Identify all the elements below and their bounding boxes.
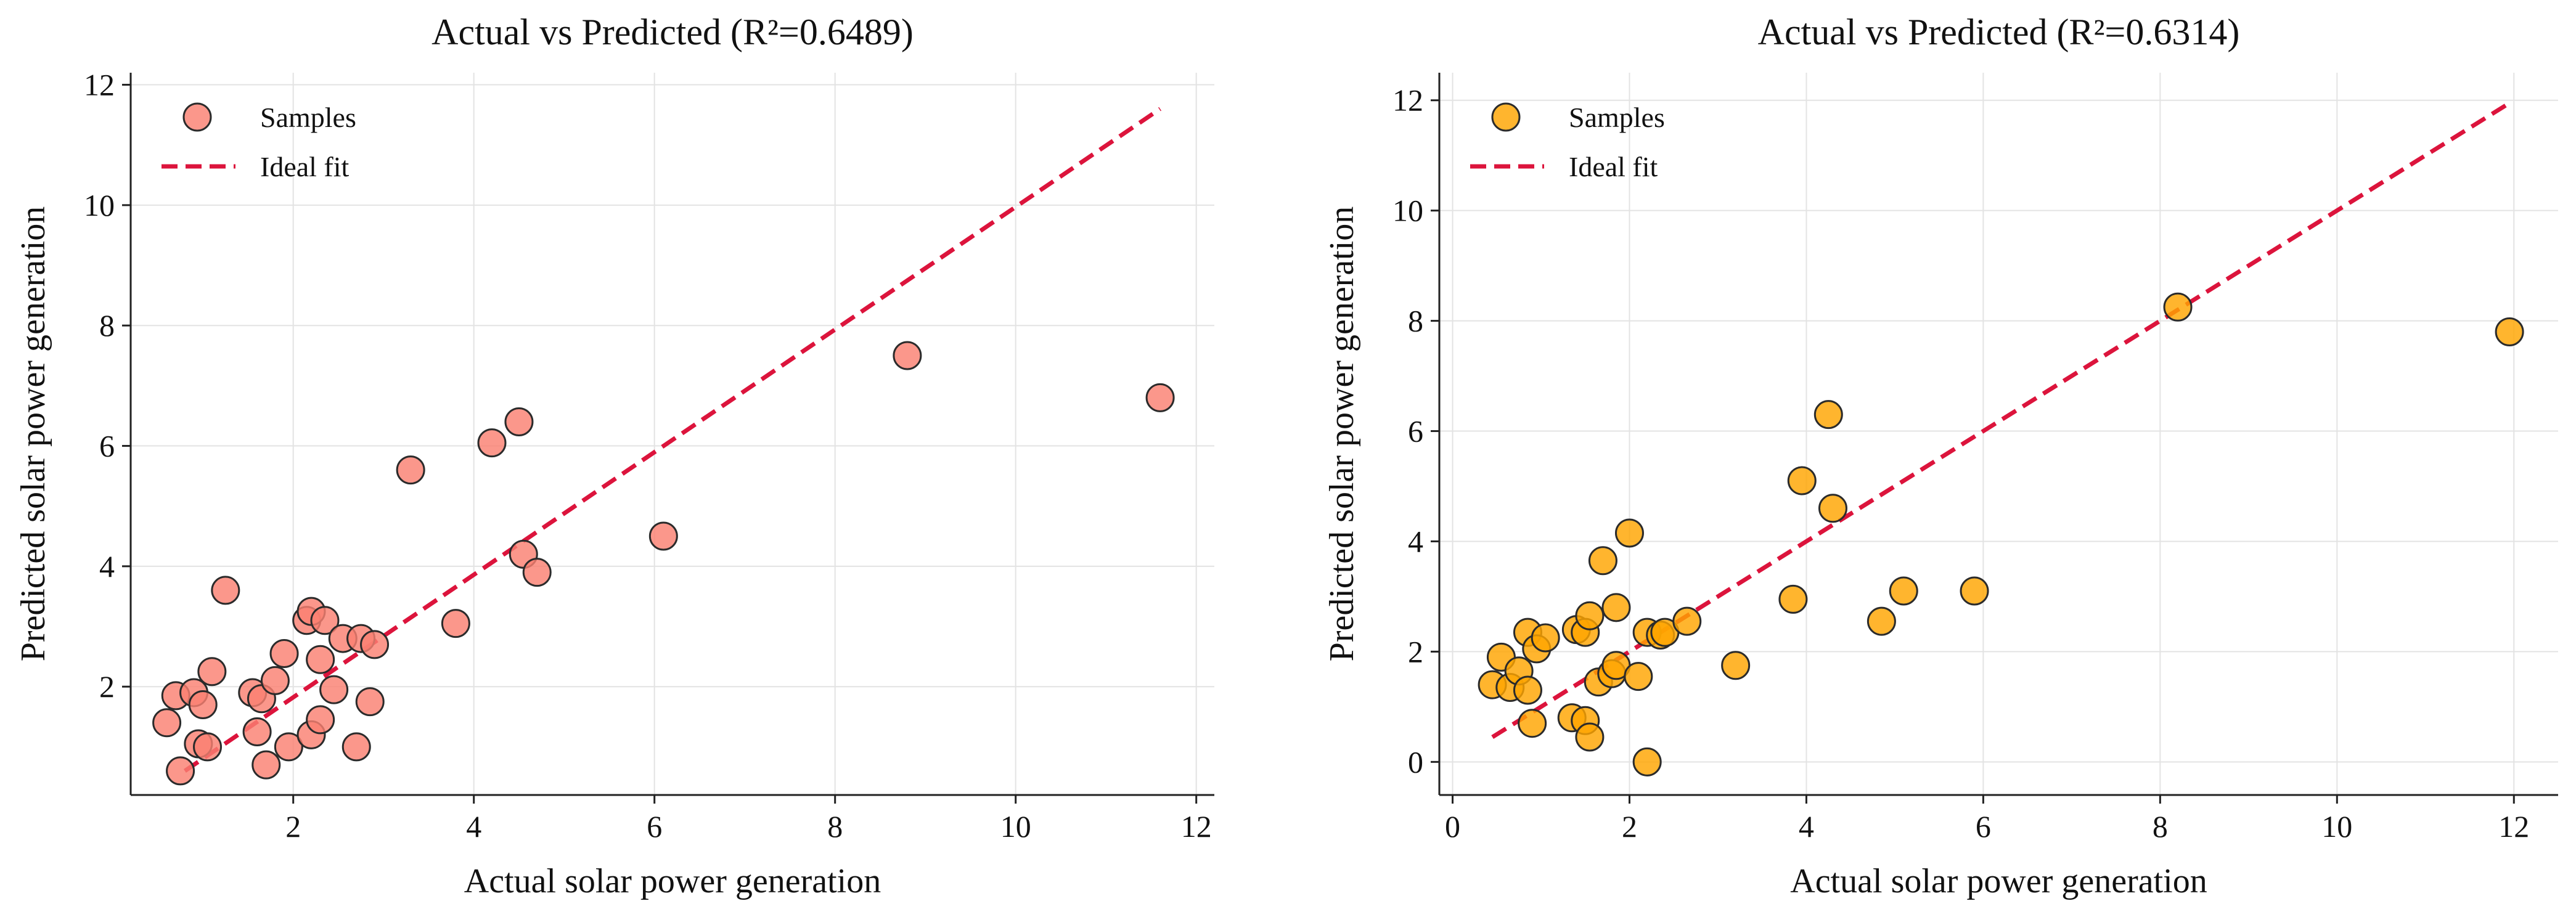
y-tick-label: 6 xyxy=(99,429,115,463)
legend-label-samples: Samples xyxy=(260,102,356,133)
sample-point xyxy=(193,732,223,762)
y-tick-label: 10 xyxy=(1392,194,1423,228)
x-axis-label: Actual solar power generation xyxy=(464,862,881,900)
sample-point xyxy=(1960,576,1989,606)
chart-title: Actual vs Predicted (R²=0.6314) xyxy=(1758,12,2240,52)
sample-point xyxy=(1513,675,1542,705)
sample-point xyxy=(269,638,299,668)
sample-point xyxy=(306,705,335,735)
sample-point xyxy=(341,732,371,762)
sample-point xyxy=(355,687,385,717)
legend-label-ideal-fit: Ideal fit xyxy=(1569,151,1658,182)
y-tick-label: 0 xyxy=(1408,744,1423,779)
y-tick-label: 12 xyxy=(84,68,115,102)
sample-point xyxy=(260,666,290,695)
sample-point xyxy=(1614,518,1644,548)
y-tick-label: 10 xyxy=(84,188,115,222)
sample-point xyxy=(648,521,678,551)
sample-point xyxy=(360,630,390,659)
x-tick-label: 10 xyxy=(2321,809,2352,844)
sample-point xyxy=(1787,466,1817,495)
x-tick-label: 6 xyxy=(647,809,662,844)
ideal-fit-line xyxy=(183,107,1162,773)
chart-panel-1: 2 4 6 8 10 12 2 4 6 8 10 12 Samples Ideal fit Actual v… xyxy=(14,12,1214,900)
sample-point xyxy=(1575,601,1605,630)
x-tick-label: 0 xyxy=(1445,809,1460,844)
legend-marker-samples xyxy=(1491,102,1521,132)
sample-point xyxy=(310,606,340,635)
y-tick-label: 12 xyxy=(1392,83,1423,118)
sample-point xyxy=(251,750,281,780)
sample-point xyxy=(396,455,425,485)
y-tick-label: 8 xyxy=(1408,304,1423,338)
sample-point xyxy=(1778,584,1808,614)
y-tick-label: 2 xyxy=(99,669,115,704)
sample-point xyxy=(2163,292,2193,322)
sample-point xyxy=(152,708,182,738)
sample-point xyxy=(1588,546,1617,576)
sample-point xyxy=(1672,606,1702,636)
x-tick-label: 2 xyxy=(1622,809,1637,844)
x-tick-label: 8 xyxy=(827,809,843,844)
x-tick-label: 4 xyxy=(1799,809,1814,844)
x-tick-label: 6 xyxy=(1976,809,1991,844)
sample-point xyxy=(504,407,534,436)
sample-point xyxy=(319,675,349,704)
sample-point xyxy=(1518,709,1547,738)
legend-label-samples: Samples xyxy=(1569,102,1665,133)
sample-point xyxy=(1601,593,1631,622)
y-tick-label: 6 xyxy=(1408,414,1423,449)
legend-label-ideal-fit: Ideal fit xyxy=(260,151,350,182)
y-tick-label: 8 xyxy=(99,308,115,343)
x-tick-label: 2 xyxy=(285,809,301,844)
x-tick-label: 8 xyxy=(2153,809,2168,844)
x-axis-label: Actual solar power generation xyxy=(1790,862,2207,900)
sample-point xyxy=(893,341,922,370)
sample-point xyxy=(1632,747,1662,776)
sample-point xyxy=(211,576,240,605)
sample-point xyxy=(522,558,552,587)
sample-point xyxy=(1531,623,1560,653)
sample-point xyxy=(1889,576,1918,606)
sample-point xyxy=(1867,606,1896,636)
x-tick-label: 10 xyxy=(1000,809,1031,844)
sample-point xyxy=(306,645,335,674)
sample-point xyxy=(1624,662,1653,691)
sample-point xyxy=(1818,494,1847,523)
sample-point xyxy=(1721,651,1751,680)
y-tick-label: 4 xyxy=(99,549,115,584)
chart-panel-2: 0 2 4 6 8 10 12 0 2 4 6 8 10 12 Samples Ideal fit Actual… xyxy=(1323,12,2558,900)
sample-point xyxy=(197,657,227,687)
y-axis-label: Predicted solar power generation xyxy=(1323,206,1361,662)
sample-point xyxy=(2495,317,2524,346)
sample-point xyxy=(274,732,303,762)
y-axis-label: Predicted solar power generation xyxy=(14,206,52,662)
sample-point xyxy=(242,717,272,746)
x-tick-label: 12 xyxy=(2498,809,2529,844)
sample-point xyxy=(188,690,218,719)
sample-point xyxy=(1145,383,1175,412)
sample-point xyxy=(441,609,470,638)
sample-point xyxy=(166,756,195,786)
sample-point xyxy=(1575,722,1605,752)
sample-point xyxy=(1813,400,1843,430)
x-tick-label: 4 xyxy=(466,809,481,844)
sample-point xyxy=(477,428,507,458)
y-tick-label: 2 xyxy=(1408,634,1423,669)
x-tick-label: 12 xyxy=(1181,809,1212,844)
y-tick-label: 4 xyxy=(1408,524,1423,558)
chart-title: Actual vs Predicted (R²=0.6489) xyxy=(431,12,914,52)
legend-marker-samples xyxy=(182,102,212,132)
